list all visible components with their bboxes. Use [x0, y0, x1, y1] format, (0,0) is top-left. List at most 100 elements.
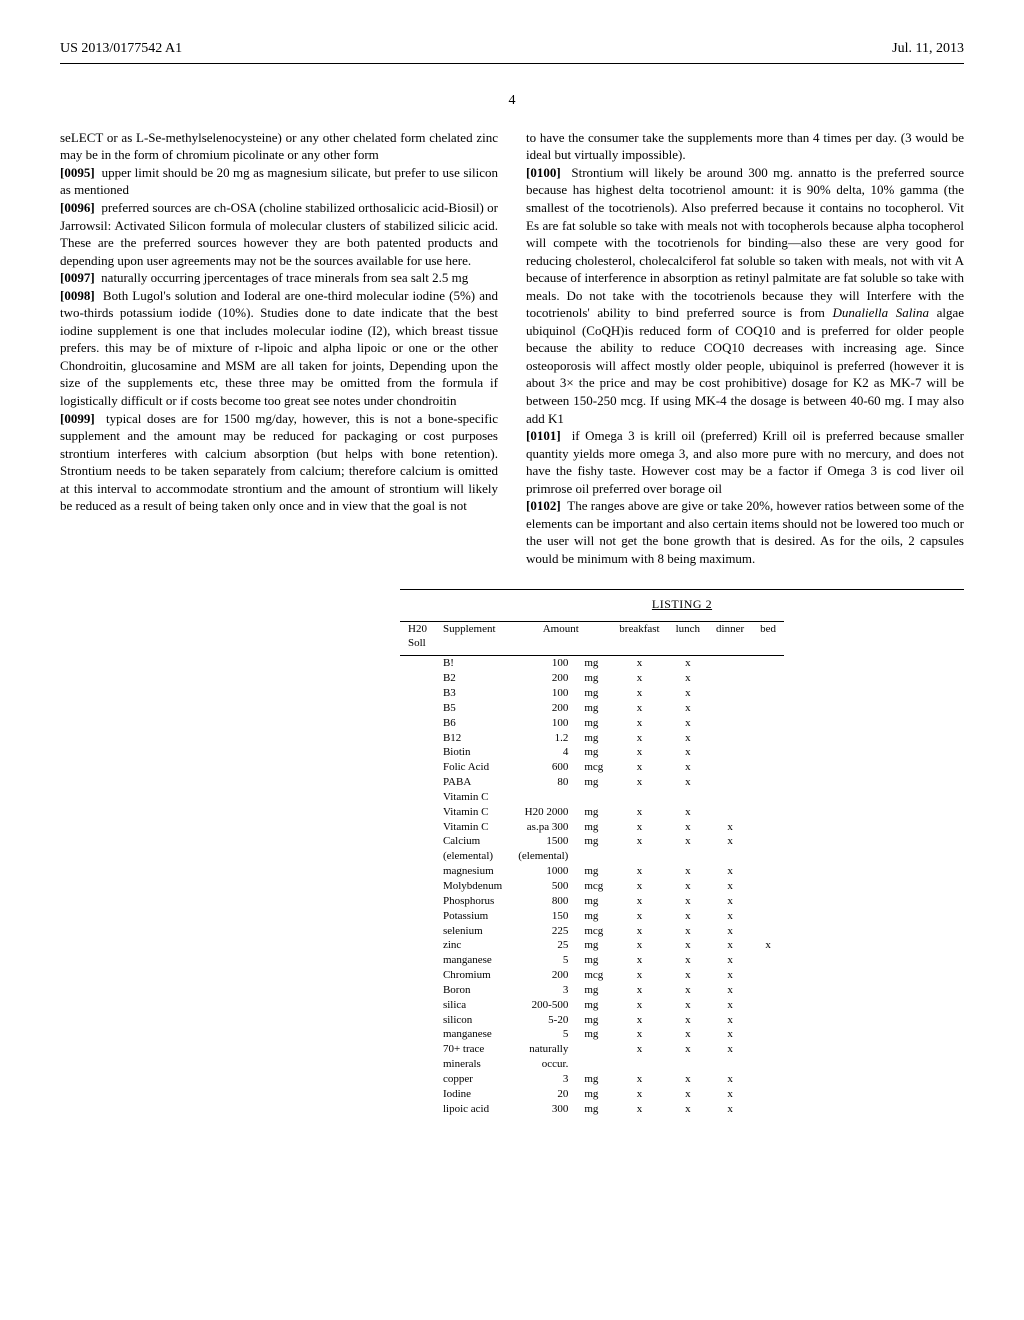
- cell-amount-unit: mg: [576, 805, 611, 820]
- cell-breakfast: x: [611, 998, 667, 1013]
- cell-lunch: x: [668, 1087, 708, 1102]
- cell-amount-value: 4: [510, 745, 576, 760]
- para-text: upper limit should be 20 mg as magnesium…: [60, 165, 498, 198]
- cell-dinner: x: [708, 909, 752, 924]
- cell-supplement: B3: [435, 686, 510, 701]
- para-95: [0095] upper limit should be 20 mg as ma…: [60, 164, 498, 199]
- cell-breakfast: x: [611, 686, 667, 701]
- cell-bed: [752, 1057, 784, 1072]
- cell-dinner: [708, 731, 752, 746]
- cell-amount-unit: mg: [576, 864, 611, 879]
- para-text: if Omega 3 is krill oil (preferred) Kril…: [526, 428, 964, 496]
- cell-lunch: x: [668, 924, 708, 939]
- table-row: selenium225mcgxxx: [400, 924, 784, 939]
- cell-breakfast: x: [611, 716, 667, 731]
- listing-table: H20 Soll Supplement Amount breakfast lun…: [400, 621, 784, 1117]
- h20-line2: Soll: [408, 637, 426, 649]
- cell-lunch: x: [668, 731, 708, 746]
- cell-amount-value: occur.: [510, 1057, 576, 1072]
- table-row: magnesium1000mgxxx: [400, 864, 784, 879]
- cell-lunch: x: [668, 879, 708, 894]
- cell-amount-value: 80: [510, 775, 576, 790]
- cell-dinner: [708, 760, 752, 775]
- table-row: Vitamin C: [400, 790, 784, 805]
- cell-lunch: x: [668, 686, 708, 701]
- table-row: silica200-500mgxxx: [400, 998, 784, 1013]
- cell-bed: [752, 701, 784, 716]
- para-text: Both Lugol's solution and Ioderal are on…: [60, 288, 498, 408]
- cell-dinner: x: [708, 1042, 752, 1057]
- para-text: typical doses are for 1500 mg/day, howev…: [60, 411, 498, 514]
- left-column: seLECT or as L-Se-methylselenocysteine) …: [60, 129, 498, 568]
- cell-amount-value: 100: [510, 686, 576, 701]
- cell-dinner: x: [708, 1013, 752, 1028]
- cell-lunch: x: [668, 716, 708, 731]
- cell-dinner: [708, 849, 752, 864]
- table-row: lipoic acid300mgxxx: [400, 1102, 784, 1117]
- para-num: [0098]: [60, 288, 95, 303]
- para-96: [0096] preferred sources are ch-OSA (cho…: [60, 199, 498, 269]
- para-num: [0097]: [60, 270, 95, 285]
- cell-supplement: silica: [435, 998, 510, 1013]
- cell-lunch: x: [668, 938, 708, 953]
- cell-amount-value: 100: [510, 716, 576, 731]
- col-lunch: lunch: [668, 621, 708, 656]
- cell-lunch: x: [668, 1013, 708, 1028]
- table-body: B!100mgxxB2200mgxxB3100mgxxB5200mgxxB610…: [400, 656, 784, 1117]
- cell-supplement: Boron: [435, 983, 510, 998]
- page-header: US 2013/0177542 A1 Jul. 11, 2013: [60, 40, 964, 64]
- cell-lunch: x: [668, 820, 708, 835]
- cell-amount-value: 150: [510, 909, 576, 924]
- cell-amount-value: 1.2: [510, 731, 576, 746]
- cell-supplement: lipoic acid: [435, 1102, 510, 1117]
- cell-supplement: B5: [435, 701, 510, 716]
- cell-lunch: x: [668, 805, 708, 820]
- publication-number: US 2013/0177542 A1: [60, 40, 182, 59]
- cell-dinner: x: [708, 998, 752, 1013]
- cell-bed: [752, 671, 784, 686]
- cell-bed: [752, 716, 784, 731]
- cell-dinner: x: [708, 1102, 752, 1117]
- cell-amount-value: [510, 790, 576, 805]
- table-row: mineralsoccur.: [400, 1057, 784, 1072]
- cell-bed: [752, 1102, 784, 1117]
- table-row: Phosphorus800mgxxx: [400, 894, 784, 909]
- cell-lunch: x: [668, 909, 708, 924]
- text-columns: seLECT or as L-Se-methylselenocysteine) …: [60, 129, 964, 568]
- para-text: preferred sources are ch-OSA (choline st…: [60, 200, 498, 268]
- cell-breakfast: x: [611, 864, 667, 879]
- cell-bed: [752, 909, 784, 924]
- cell-supplement: B6: [435, 716, 510, 731]
- para-text: The ranges above are give or take 20%, h…: [526, 498, 964, 566]
- cell-supplement: Biotin: [435, 745, 510, 760]
- para-text: naturally occurring jpercentages of trac…: [101, 270, 468, 285]
- cell-amount-unit: mg: [576, 1027, 611, 1042]
- cell-lunch: x: [668, 775, 708, 790]
- cell-dinner: x: [708, 968, 752, 983]
- col-h20: H20 Soll: [400, 621, 435, 656]
- cell-amount-value: 500: [510, 879, 576, 894]
- cell-breakfast: [611, 849, 667, 864]
- col-dinner: dinner: [708, 621, 752, 656]
- cell-bed: [752, 1072, 784, 1087]
- listing-2: LISTING 2 H20 Soll Supplement Amount bre…: [400, 589, 964, 1116]
- cell-dinner: x: [708, 879, 752, 894]
- cell-supplement: magnesium: [435, 864, 510, 879]
- cell-dinner: x: [708, 820, 752, 835]
- cell-lunch: x: [668, 983, 708, 998]
- table-row: manganese5mgxxx: [400, 953, 784, 968]
- table-row: Potassium150mgxxx: [400, 909, 784, 924]
- cell-amount-unit: mg: [576, 834, 611, 849]
- table-row: Vitamin CH20 2000mgxx: [400, 805, 784, 820]
- cell-supplement: Chromium: [435, 968, 510, 983]
- para-102: [0102] The ranges above are give or take…: [526, 497, 964, 567]
- cell-bed: [752, 953, 784, 968]
- cell-breakfast: x: [611, 731, 667, 746]
- cell-dinner: x: [708, 924, 752, 939]
- cell-dinner: [708, 790, 752, 805]
- cell-breakfast: x: [611, 968, 667, 983]
- cell-dinner: x: [708, 894, 752, 909]
- table-row: copper3mgxxx: [400, 1072, 784, 1087]
- table-row: Biotin4mgxx: [400, 745, 784, 760]
- cell-supplement: B12: [435, 731, 510, 746]
